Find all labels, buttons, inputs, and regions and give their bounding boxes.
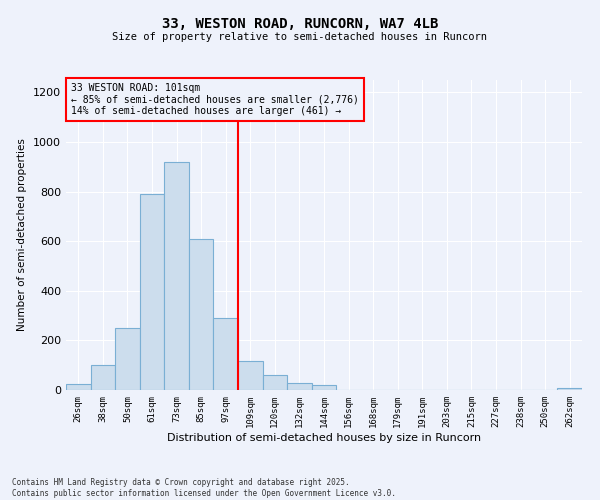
Text: 33, WESTON ROAD, RUNCORN, WA7 4LB: 33, WESTON ROAD, RUNCORN, WA7 4LB (162, 18, 438, 32)
Bar (238, 362, 263, 390)
Bar (312, 385, 336, 390)
Bar (557, 388, 582, 390)
Text: Contains HM Land Registry data © Crown copyright and database right 2025.
Contai: Contains HM Land Registry data © Crown c… (12, 478, 396, 498)
Bar (115, 328, 140, 390)
Bar (164, 162, 189, 390)
Text: 33 WESTON ROAD: 101sqm
← 85% of semi-detached houses are smaller (2,776)
14% of : 33 WESTON ROAD: 101sqm ← 85% of semi-det… (71, 83, 359, 116)
Bar (91, 365, 115, 390)
Bar (287, 382, 312, 390)
Bar (66, 384, 91, 390)
Y-axis label: Number of semi-detached properties: Number of semi-detached properties (17, 138, 28, 332)
Bar (140, 194, 164, 390)
Bar (189, 238, 214, 390)
X-axis label: Distribution of semi-detached houses by size in Runcorn: Distribution of semi-detached houses by … (167, 432, 481, 442)
Text: Size of property relative to semi-detached houses in Runcorn: Size of property relative to semi-detach… (113, 32, 487, 42)
Bar (214, 318, 238, 390)
Bar (263, 375, 287, 390)
